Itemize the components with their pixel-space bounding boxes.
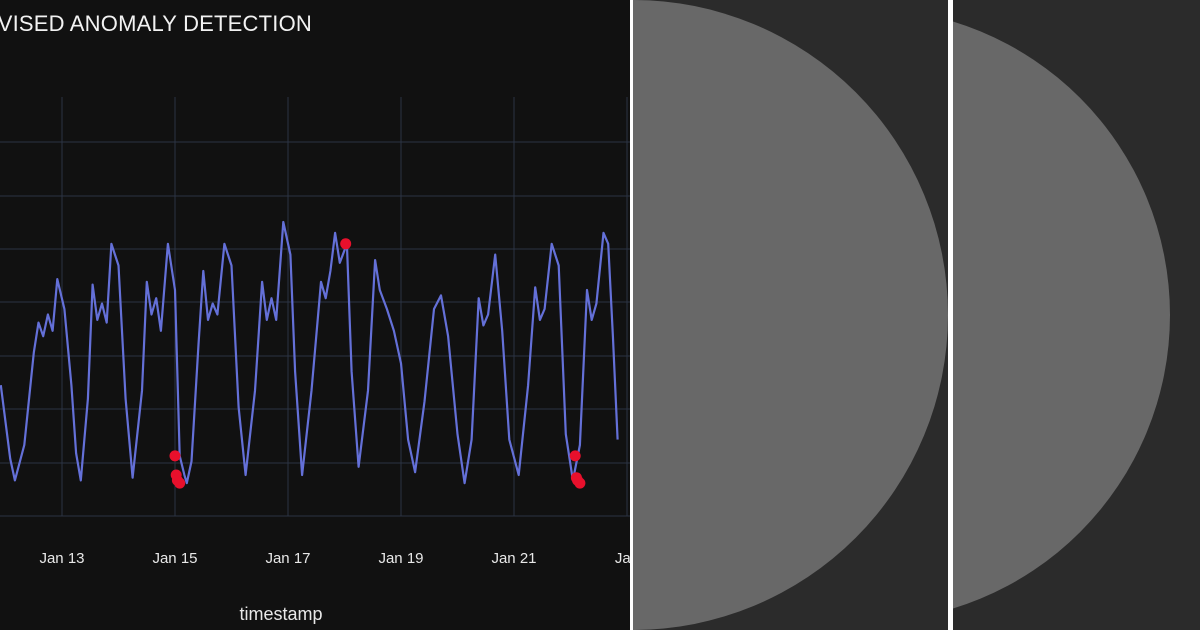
x-tick-label: Jan 21 — [491, 550, 536, 567]
half-circle-shape — [953, 8, 1170, 622]
line-chart: Jan 13 Jan 15 Jan 17 Jan 19 Jan 21 Jan timesta… — [0, 97, 630, 624]
x-tick-label: Jan 13 — [39, 550, 84, 567]
data-series-line — [0, 220, 619, 485]
x-tick-label: Jan 15 — [152, 550, 197, 567]
chart-title: RVISED ANOMALY DETECTION — [0, 11, 312, 36]
anomaly-marker — [174, 477, 186, 489]
anomaly-marker — [169, 450, 181, 462]
anomaly-marker — [340, 238, 352, 250]
thumbnail-card-1[interactable] — [633, 0, 948, 630]
anomaly-marker — [569, 450, 581, 462]
half-circle-shape — [633, 0, 948, 630]
x-tick-label: Jan 19 — [378, 550, 423, 567]
anomaly-chart-panel: RVISED ANOMALY DETECTION Jan 13 Jan 15 Jan… — [0, 0, 630, 630]
x-axis-title: timestamp — [239, 604, 322, 624]
x-tick-label: Jan — [615, 550, 630, 567]
anomaly-marker — [574, 477, 586, 489]
thumbnail-card-2[interactable] — [953, 0, 1200, 630]
x-tick-label: Jan 17 — [265, 550, 310, 567]
